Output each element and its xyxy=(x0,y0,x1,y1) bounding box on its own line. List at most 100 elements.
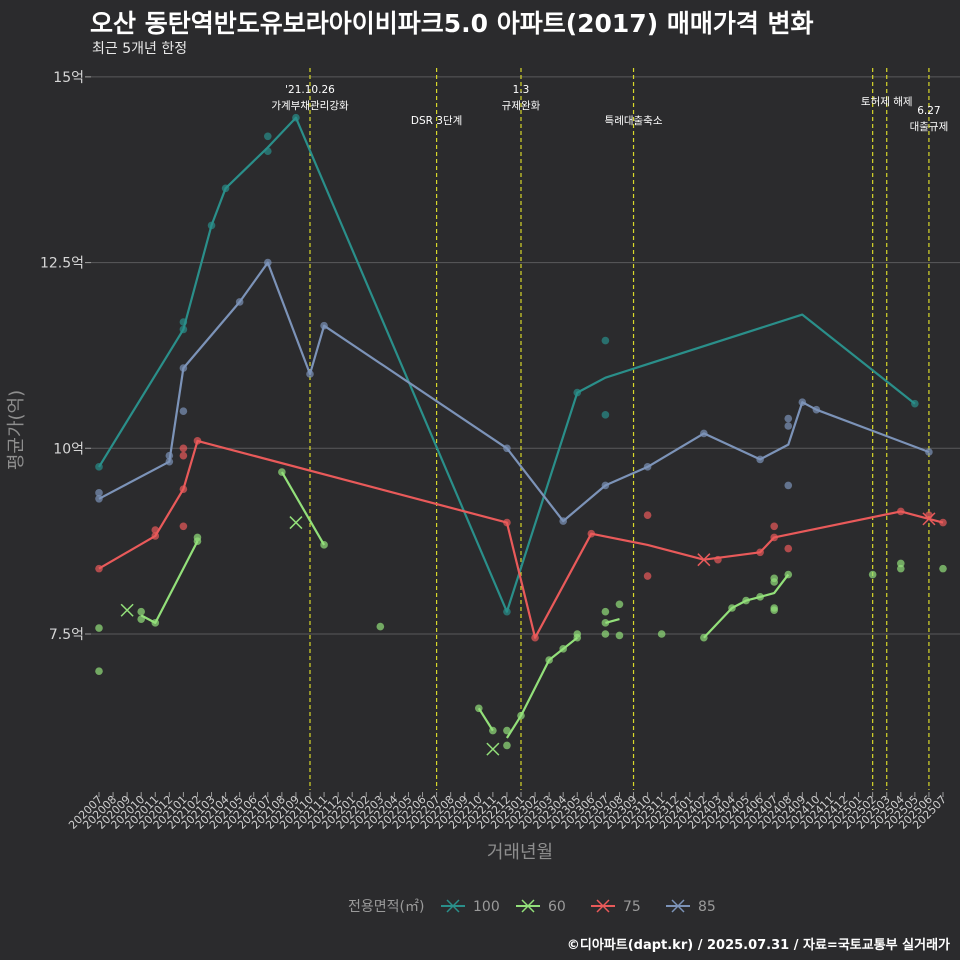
series-line xyxy=(98,116,916,613)
legend-key-cross xyxy=(521,899,535,913)
series-85 xyxy=(95,258,933,525)
legend-key-cross xyxy=(596,899,610,913)
data-point xyxy=(939,518,947,527)
legend-label: 100 xyxy=(473,899,500,915)
data-point xyxy=(517,711,525,720)
data-point xyxy=(235,298,244,306)
legend-title: 전용면적(㎡) xyxy=(348,899,424,915)
data-point xyxy=(615,631,624,640)
data-point xyxy=(643,511,652,519)
data-point xyxy=(897,564,905,573)
y-tick-label: 15억 xyxy=(53,70,84,86)
data-point xyxy=(503,444,511,453)
series-line xyxy=(98,439,944,639)
data-point xyxy=(784,414,793,423)
y-axis-title: 평균가(억) xyxy=(6,390,27,470)
data-point xyxy=(179,318,188,326)
data-point xyxy=(151,532,160,540)
series-layer xyxy=(95,113,947,756)
data-point xyxy=(306,370,314,378)
data-point xyxy=(545,656,553,664)
event-label: 1.3 xyxy=(513,84,530,96)
data-point xyxy=(179,444,188,453)
data-point xyxy=(151,526,160,534)
data-point xyxy=(193,537,202,545)
source-caption: ©디아파트(dapt.kr) / 2025.07.31 / 자료=국토교통부 실… xyxy=(566,938,950,953)
y-axis-ticks: 7.5억 10억 12.5억 15억 xyxy=(40,70,91,643)
data-point xyxy=(756,455,764,464)
y-tick-label: 7.5억 xyxy=(49,627,84,643)
data-point xyxy=(770,522,778,531)
y-tick-label: 12.5억 xyxy=(40,256,84,272)
data-point xyxy=(179,451,188,460)
data-point xyxy=(95,489,103,497)
data-point xyxy=(615,600,624,609)
legend: 전용면적(㎡) 100 60 75 85 xyxy=(348,899,716,915)
cross-marker xyxy=(289,516,303,530)
data-point xyxy=(714,555,722,564)
series-75 xyxy=(95,437,947,642)
data-point xyxy=(728,604,736,612)
data-point xyxy=(95,463,103,471)
data-point xyxy=(601,619,610,627)
cross-stroke xyxy=(922,512,936,526)
data-point xyxy=(95,624,103,632)
data-point xyxy=(179,407,188,415)
legend-item-75: 75 xyxy=(591,899,641,915)
data-point xyxy=(868,570,877,579)
data-point xyxy=(784,481,793,490)
x-axis-ticks: 2020072020082020092020102020112020122021… xyxy=(66,792,949,832)
chart-subtitle: 최근 5개년 한정 xyxy=(92,41,188,57)
data-point xyxy=(925,448,933,456)
cross-stroke xyxy=(486,742,500,756)
event-label: 토허제 해제 xyxy=(861,95,913,108)
data-point xyxy=(531,633,539,642)
cross-marker xyxy=(697,553,711,567)
data-point xyxy=(320,541,328,549)
data-point xyxy=(897,559,905,568)
cross-marker xyxy=(120,603,134,617)
data-point xyxy=(221,184,230,193)
data-point xyxy=(601,336,610,345)
data-point xyxy=(137,607,145,616)
data-point xyxy=(264,132,272,141)
data-point xyxy=(264,147,272,155)
data-point xyxy=(756,593,764,601)
data-point xyxy=(179,325,188,334)
data-point xyxy=(573,388,582,397)
event-label: 6.27 xyxy=(917,105,940,117)
series-100 xyxy=(95,113,919,616)
data-point xyxy=(193,437,202,445)
data-point xyxy=(179,364,188,372)
cross-marker xyxy=(922,512,936,526)
data-point xyxy=(278,468,286,476)
data-point xyxy=(601,411,610,419)
data-point xyxy=(95,495,103,503)
data-point xyxy=(812,405,821,414)
data-point xyxy=(95,564,103,573)
data-point xyxy=(503,726,511,735)
data-point xyxy=(559,645,567,653)
data-point xyxy=(264,258,272,267)
data-point xyxy=(911,399,919,408)
data-point xyxy=(207,221,216,230)
data-point xyxy=(643,463,652,471)
data-point xyxy=(179,522,188,531)
data-point xyxy=(897,507,905,516)
data-point xyxy=(770,533,778,542)
data-point xyxy=(503,607,511,616)
data-point xyxy=(559,517,567,525)
cross-stroke xyxy=(289,516,303,530)
data-point xyxy=(643,572,652,580)
event-label: 규제완화 xyxy=(502,99,541,112)
data-point xyxy=(376,622,385,631)
legend-item-85: 85 xyxy=(666,899,716,915)
cross-stroke xyxy=(697,553,711,567)
x-axis-title: 거래년월 xyxy=(487,842,553,863)
series-line xyxy=(98,261,930,523)
legend-item-100: 100 xyxy=(441,899,500,915)
event-label: 가계부채관리강화 xyxy=(271,100,349,112)
legend-key-cross xyxy=(446,899,460,913)
data-point xyxy=(700,633,708,642)
